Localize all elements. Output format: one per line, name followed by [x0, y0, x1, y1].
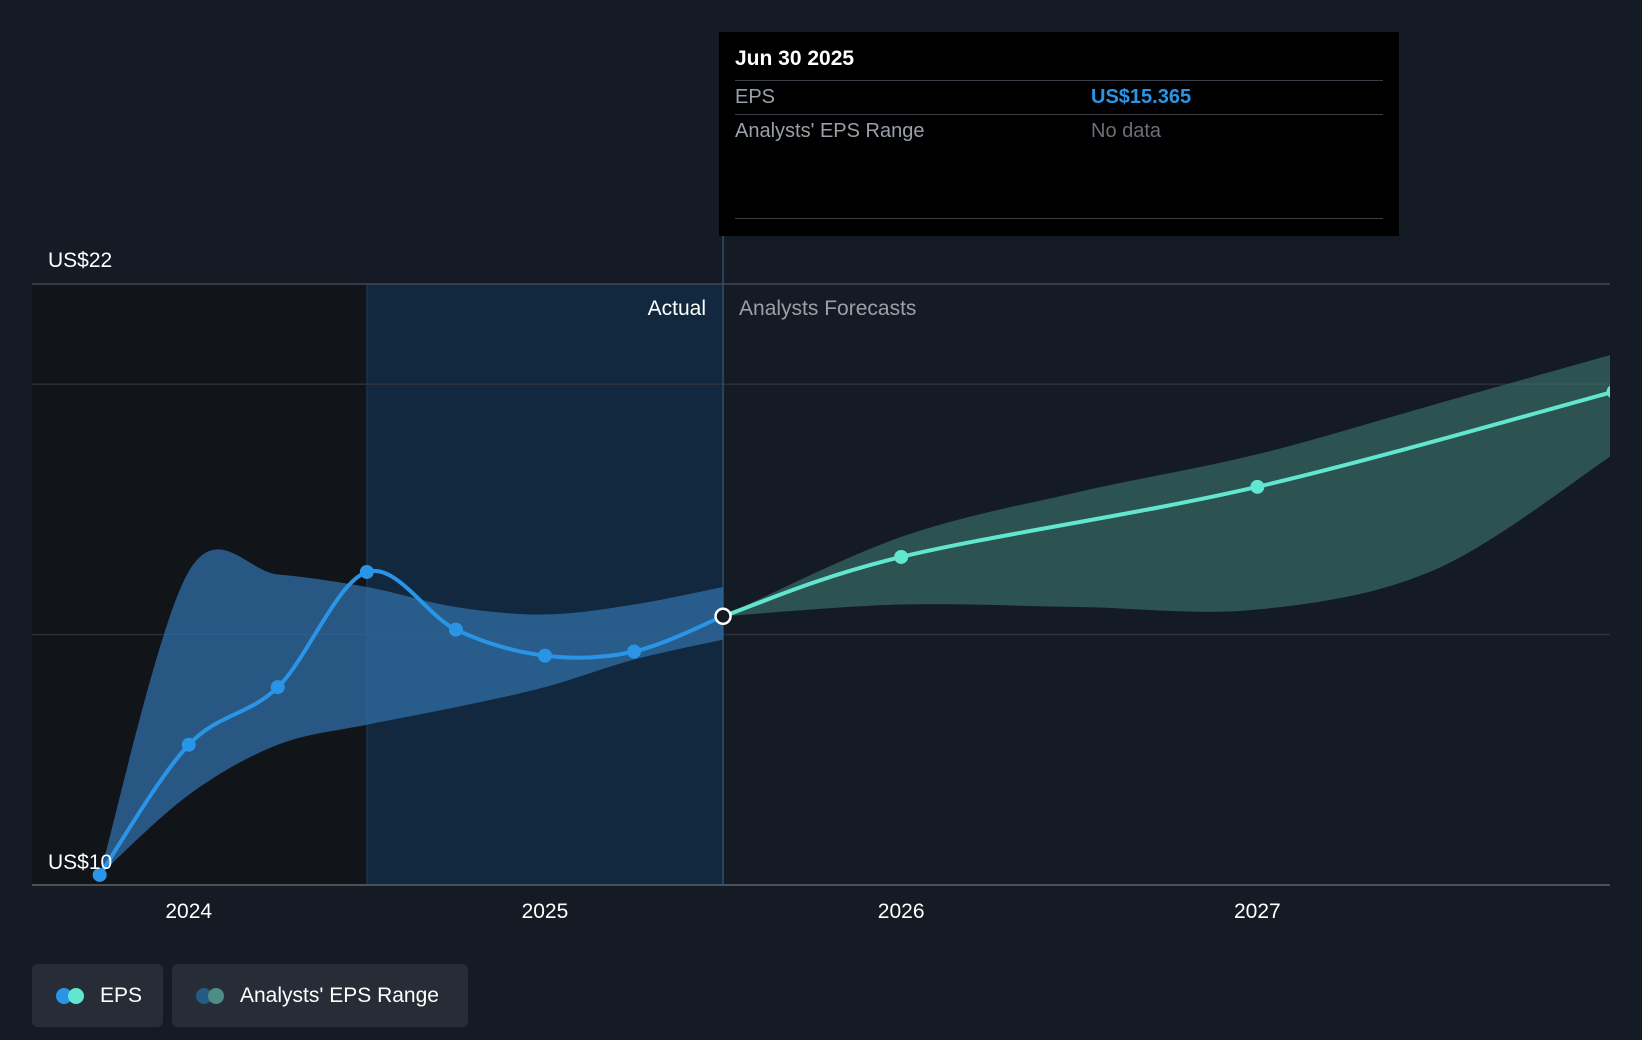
eps-point [537, 648, 552, 663]
forecast-label: Analysts Forecasts [739, 297, 916, 320]
y-label-max: US$22 [48, 249, 112, 272]
x-tick-label: 2024 [165, 900, 212, 923]
eps-point [270, 680, 285, 695]
tooltip-range-row: Analysts' EPS Range No data [735, 115, 1383, 148]
eps-point [1606, 385, 1610, 398]
eps-point [894, 549, 909, 564]
x-tick-label: 2026 [878, 900, 925, 923]
x-tick-label: 2027 [1234, 900, 1281, 923]
tooltip-date: Jun 30 2025 [735, 46, 1383, 81]
range-bands [99, 355, 1610, 875]
eps-legend-icon [56, 988, 86, 1004]
tooltip: Jun 30 2025 EPS US$15.365 Analysts' EPS … [719, 32, 1399, 236]
eps-point [181, 737, 196, 752]
tooltip-divider [735, 218, 1383, 219]
eps-point [626, 644, 641, 659]
actual-label: Actual [648, 297, 706, 320]
eps-point [359, 564, 374, 579]
eps-highlight-point [714, 607, 732, 626]
eps-point [92, 867, 107, 882]
tooltip-eps-row: EPS US$15.365 [735, 81, 1383, 115]
range-legend-icon [196, 988, 226, 1004]
range-band-forecast [723, 355, 1610, 617]
eps-forecast-line [721, 390, 1610, 619]
eps-point [1250, 479, 1265, 494]
legend-range-label: Analysts' EPS Range [240, 984, 439, 1007]
eps-lines [92, 385, 1610, 882]
tooltip-eps-value: US$15.365 [1091, 86, 1192, 108]
x-tick-label: 2025 [522, 900, 569, 923]
highlight-shade [366, 284, 724, 885]
legend-range-button[interactable]: Analysts' EPS Range [172, 964, 468, 1027]
range-band-actual [99, 549, 724, 875]
tooltip-range-value: No data [1091, 120, 1162, 142]
legend-eps-label: EPS [100, 984, 143, 1007]
legend-eps-button[interactable]: EPS [32, 964, 163, 1027]
tooltip-range-label: Analysts' EPS Range [735, 120, 925, 142]
eps-point [448, 622, 463, 637]
tooltip-eps-label: EPS [735, 86, 776, 108]
y-label-min: US$10 [48, 851, 112, 874]
